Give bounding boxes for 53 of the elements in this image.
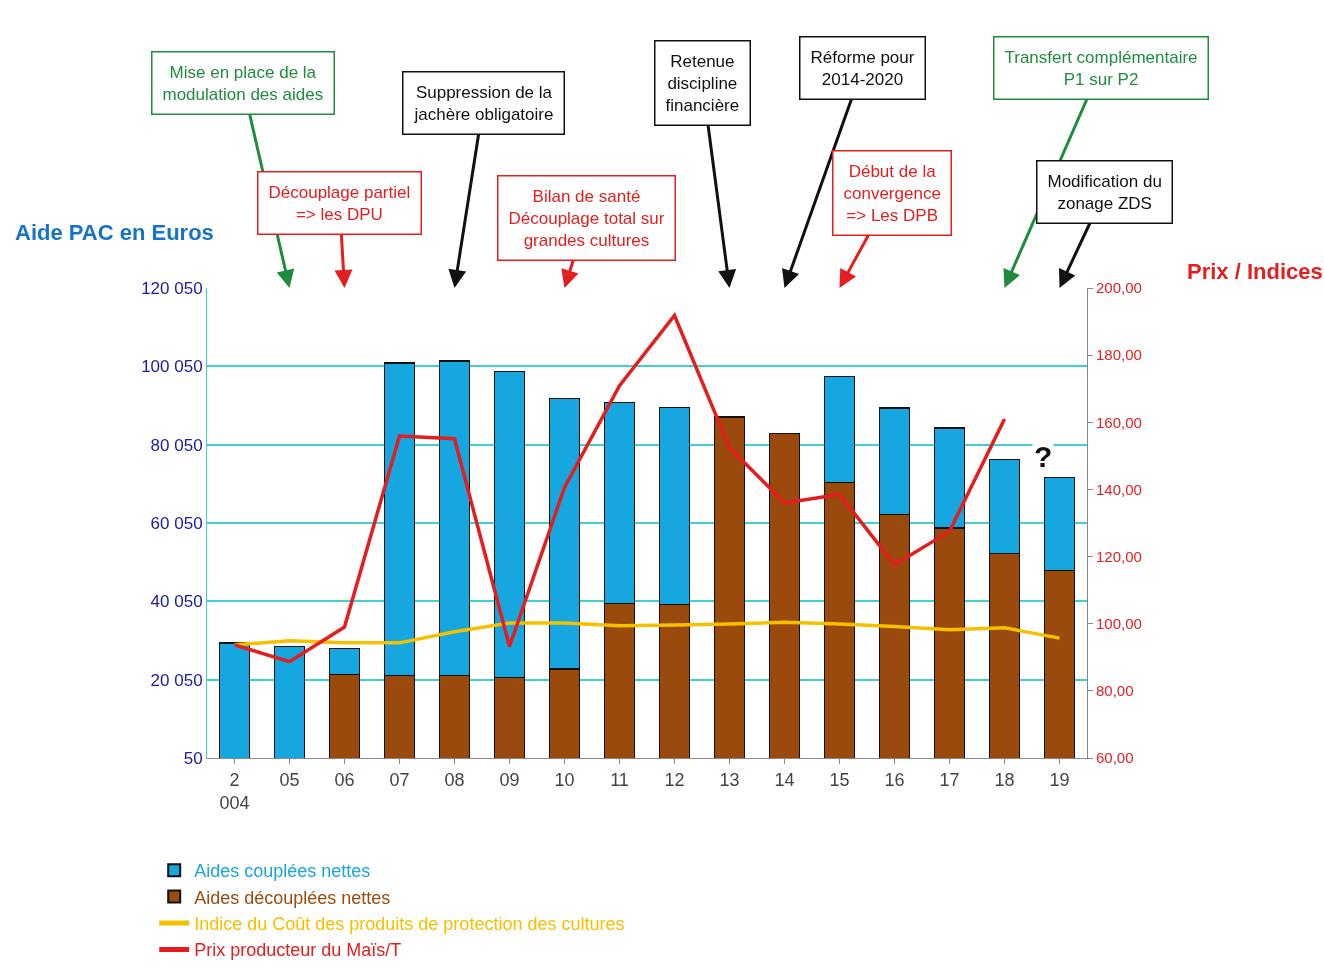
y-tick-label: 80 050 (150, 435, 203, 455)
x-tick-label: 16 (884, 769, 905, 790)
x-tick-label: 09 (499, 769, 520, 790)
bar (713, 416, 746, 758)
legend-label: Indice du Coût des produits de protection des cultures (194, 914, 625, 935)
x-tick-label: 07 (389, 769, 410, 790)
y2-tick-label: 100,00 (1096, 614, 1142, 632)
line-series (232, 313, 1007, 664)
y-tick-label: 20 050 (150, 670, 203, 690)
y2-tick-label: 120,00 (1096, 547, 1142, 565)
y-tick-label: 120 050 (141, 278, 203, 298)
annotation: ? (1034, 440, 1053, 473)
x-tick-label: 11 (610, 769, 629, 790)
text: Découplage partiel => les DPU (268, 182, 411, 224)
x-tick-label: 13 (719, 769, 740, 790)
text: Transfert complémentaire P1 sur P2 (1004, 47, 1198, 89)
y-tick-label: 60 050 (150, 513, 203, 533)
text: Bilan de santé Découplage total sur grandes cultures (508, 186, 665, 250)
y2-tick-label: 200,00 (1096, 279, 1142, 297)
bar (768, 432, 801, 758)
legend-label: Aides couplées nettes (194, 861, 371, 882)
line-series (232, 620, 1062, 647)
x-tick-label: 08 (444, 769, 465, 790)
y2-tick-label: 60,00 (1096, 749, 1134, 767)
x-tick-label: 15 (829, 769, 850, 790)
text: Retenue discipline financière (665, 51, 740, 115)
x-tick-label: 19 (1049, 769, 1070, 790)
text: Réforme pour 2014-2020 (810, 47, 915, 89)
text: Mise en place de la modulation des aides (162, 62, 324, 104)
x-tick-label: 10 (554, 769, 575, 790)
y2-tick-label: 160,00 (1096, 413, 1142, 431)
bar (218, 642, 251, 758)
legend-label: Aides découplées nettes (194, 887, 391, 908)
y2-tick-label: 180,00 (1096, 346, 1142, 364)
x-tick-label: 2 004 (219, 769, 250, 813)
text: Suppression de la jachère obligatoire (413, 82, 554, 124)
text: Début de la convergence => Les DPB (843, 161, 941, 225)
x-tick-label: 14 (774, 769, 795, 790)
y2-axis-title: Prix / Indices (1187, 259, 1323, 284)
x-tick-label: 05 (279, 769, 300, 790)
y-tick-label: 50 (183, 748, 203, 768)
y2-tick-label: 140,00 (1096, 480, 1142, 498)
text: Modification du zonage ZDS (1047, 171, 1162, 213)
legend-label: Prix producteur du Maïs/T (194, 940, 402, 961)
x-tick-label: 18 (994, 769, 1015, 790)
bar (273, 645, 306, 758)
y2-tick-label: 80,00 (1096, 682, 1134, 700)
y-tick-label: 40 050 (150, 592, 203, 612)
x-tick-label: 12 (664, 769, 685, 790)
y-axis-title: Aide PAC en Euros (15, 220, 214, 245)
x-tick-label: 06 (334, 769, 355, 790)
y-tick-label: 100 050 (141, 357, 203, 377)
x-tick-label: 17 (939, 769, 960, 790)
